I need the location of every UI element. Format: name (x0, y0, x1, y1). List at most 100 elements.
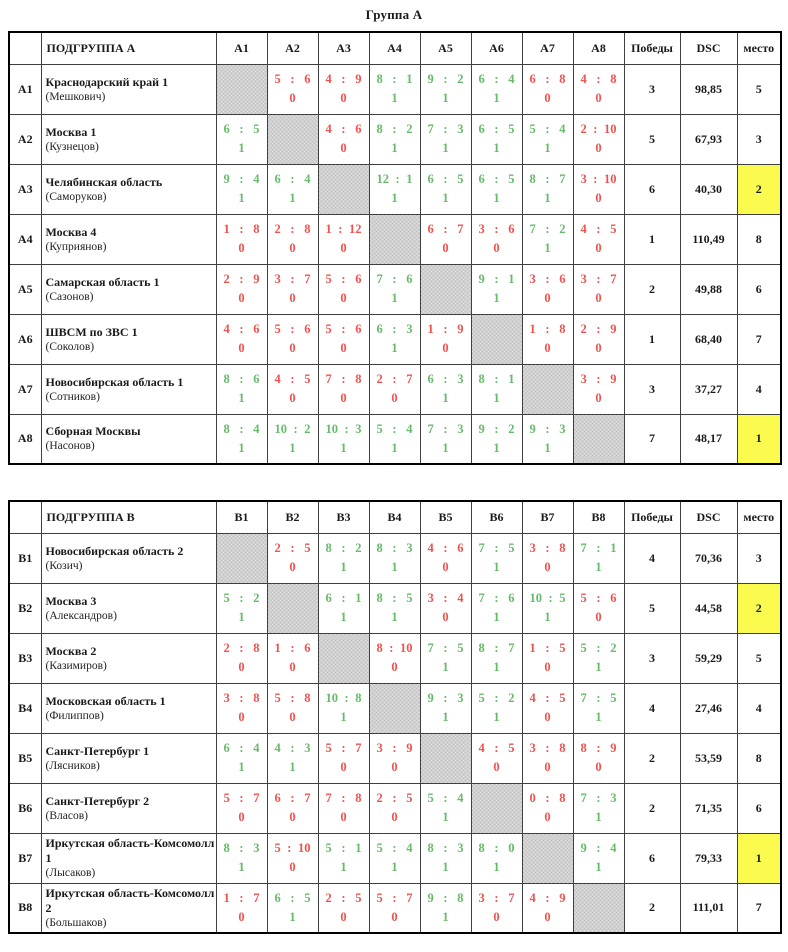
score-line: 7:8 (319, 791, 368, 806)
score-colon: : (494, 72, 499, 86)
score-left: 6 (274, 791, 281, 805)
score-colon: : (392, 272, 397, 286)
score-colon: : (341, 122, 346, 136)
score-line: 4:5 (268, 372, 317, 387)
wins-value: 7 (623, 413, 681, 465)
opponent-column-header: A1 (215, 31, 268, 65)
team-name: Челябинская область (45, 174, 163, 189)
row-code: A5 (8, 263, 42, 315)
score-line: 7:3 (421, 122, 470, 137)
score-right: 4 (508, 72, 515, 86)
team-row: B8 Иркутская область-Комсомолл 2 (Большако… (8, 882, 782, 934)
score-line: 8:7 (472, 641, 521, 656)
win-flag: 0 (238, 710, 245, 724)
score-colon: : (545, 641, 550, 655)
win-flag: 0 (238, 341, 245, 355)
score-right: 8 (559, 72, 566, 86)
score-right: 1 (610, 541, 617, 555)
team-row: A4 Москва 4 (Куприянов) 1:8 0 2:8 0 1:12 0 6:7 0 3:… (8, 213, 782, 265)
team-row: B3 Москва 2 (Казимиров) 2:8 0 1:6 0 8:10 0 7:5 1 8:… (8, 632, 782, 684)
score-line: 8:10 (370, 641, 419, 656)
score-left: 4 (325, 72, 332, 86)
team-cell: Москва 3 (Александров) (40, 582, 217, 634)
score-colon: : (392, 791, 397, 805)
score-right: 5 (406, 591, 413, 605)
score-line: 5:6 (268, 322, 317, 337)
row-code: B8 (8, 882, 42, 934)
opponent-column-header: A6 (470, 31, 523, 65)
score-line: 6:3 (370, 322, 419, 337)
score-colon: : (494, 541, 499, 555)
score-left: 2 (223, 641, 230, 655)
score-colon: : (338, 222, 343, 236)
score-colon: : (341, 591, 346, 605)
score-right: 4 (610, 841, 617, 855)
score-left: 5 (274, 691, 281, 705)
score-line: 5:7 (319, 741, 368, 756)
score-line: 8:5 (370, 591, 419, 606)
score-right: 6 (355, 322, 362, 336)
place-value: 7 (736, 313, 782, 365)
score-colon: : (443, 72, 448, 86)
win-flag: 0 (238, 909, 245, 924)
score-left: 6 (223, 122, 230, 136)
win-flag: 1 (340, 860, 347, 874)
win-flag: 0 (595, 610, 602, 624)
win-flag: 0 (595, 241, 602, 255)
place-value: 7 (736, 882, 782, 934)
team-captain: (Большаков) (45, 916, 107, 929)
score-left: 1 (427, 322, 434, 336)
score-right: 3 (457, 421, 464, 436)
team-name: Новосибирская область 1 (45, 374, 184, 389)
score-right: 4 (253, 741, 260, 755)
score-left: 5 (376, 421, 383, 436)
win-flag: 0 (289, 660, 296, 674)
dsc-value: 71,35 (679, 782, 738, 834)
place-value: 4 (736, 363, 782, 415)
place-value: 4 (736, 682, 782, 734)
score-line: 8:1 (370, 72, 419, 87)
subgroup-header: ПОДГРУППА А (40, 31, 217, 65)
diagonal-cell (266, 113, 319, 165)
score-right: 7 (508, 641, 515, 655)
subgroup-header: ПОДГРУППА В (40, 500, 217, 534)
diagonal-cell (521, 832, 574, 884)
row-code: B3 (8, 632, 42, 684)
page-title: Группа А (365, 7, 423, 22)
diagonal-cell (572, 882, 625, 934)
win-flag: 0 (595, 191, 602, 205)
score-right: 6 (253, 372, 260, 386)
diagonal-cell (317, 632, 370, 684)
score-colon: : (443, 691, 448, 705)
team-row: B1 Новосибирская область 2 (Козич) 2:5 0 8:2 1… (8, 532, 782, 584)
score-cell: 2:10 0 (572, 113, 625, 165)
team-captain: (Козич) (45, 559, 83, 572)
win-flag: 1 (493, 610, 500, 624)
score-left: 2 (274, 541, 281, 555)
win-flag: 1 (544, 191, 551, 205)
score-line: 6:4 (472, 72, 521, 87)
win-flag: 1 (442, 91, 449, 105)
opponent-column-header: A3 (317, 31, 370, 65)
wins-value: 5 (623, 113, 681, 165)
score-line: 6:4 (268, 172, 317, 187)
score-colon: : (593, 122, 598, 136)
score-colon: : (290, 372, 295, 386)
score-line: 5:8 (268, 691, 317, 706)
score-line: 7:3 (574, 791, 623, 806)
score-right: 0 (508, 841, 515, 855)
score-right: 3 (610, 791, 617, 805)
